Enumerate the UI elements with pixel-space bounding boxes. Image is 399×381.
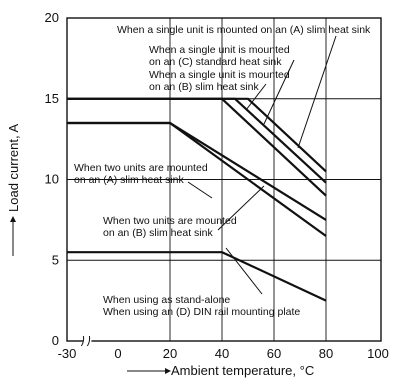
annotation-text: on an (B) slim heat sink	[149, 81, 259, 93]
x-tick-label: -30	[58, 346, 77, 361]
x-axis-label: Ambient temperature, °C	[171, 363, 314, 378]
y-tick-label: 5	[52, 252, 59, 267]
y-tick-label: 20	[45, 10, 59, 25]
annotation-text: on an (C) standard heat sink	[149, 56, 282, 68]
y-axis-arrowhead	[10, 216, 16, 222]
annotation-text: When two units are mounted	[103, 215, 237, 227]
curve-layer	[67, 97, 327, 302]
annotation-text: When a single unit is mounted	[149, 69, 290, 81]
x-axis-arrowhead	[165, 368, 171, 374]
axis-break-gap	[83, 338, 92, 344]
derating-curve	[67, 121, 327, 237]
x-tick-label: 80	[319, 346, 333, 361]
axis-break-mark	[86, 335, 91, 347]
annotations: When a single unit is mounted on an (A) …	[74, 24, 371, 318]
y-tick-label: 15	[45, 91, 59, 106]
annotation-text: When a single unit is mounted	[149, 44, 290, 56]
annotation-text: on an (A) slim heat sink	[74, 174, 184, 186]
x-tick-label: 20	[163, 346, 177, 361]
annotation-text: When using an (D) DIN rail mounting plat…	[103, 306, 300, 318]
derating-curve	[67, 97, 327, 197]
annotation-leader	[225, 247, 263, 295]
x-tick-label: 100	[367, 346, 389, 361]
annotation-text: When two units are mounted	[74, 162, 208, 174]
x-tick-label: 0	[114, 346, 121, 361]
annotation-leader	[217, 185, 265, 231]
annotation-leader	[263, 59, 295, 125]
annotation-leader	[187, 181, 213, 199]
derating-curve	[67, 251, 327, 302]
plot-frame	[66, 17, 382, 342]
x-tick-label: 40	[215, 346, 229, 361]
y-tick-label: 0	[52, 333, 59, 348]
annotation-leader	[297, 35, 337, 149]
annotation-text: When a single unit is mounted on an (A) …	[117, 24, 371, 36]
y-tick-label: 10	[45, 172, 59, 187]
annotation-text: When using as stand-alone	[103, 294, 230, 306]
annotation-leader	[245, 83, 267, 111]
y-axis-label: Load current, A	[6, 124, 21, 212]
axis-break	[80, 335, 92, 347]
leader-layer	[187, 35, 337, 295]
annotation-text: on an (B) slim heat sink	[103, 227, 213, 239]
x-tick-label: 60	[267, 346, 281, 361]
axis-break-mark	[80, 335, 85, 347]
